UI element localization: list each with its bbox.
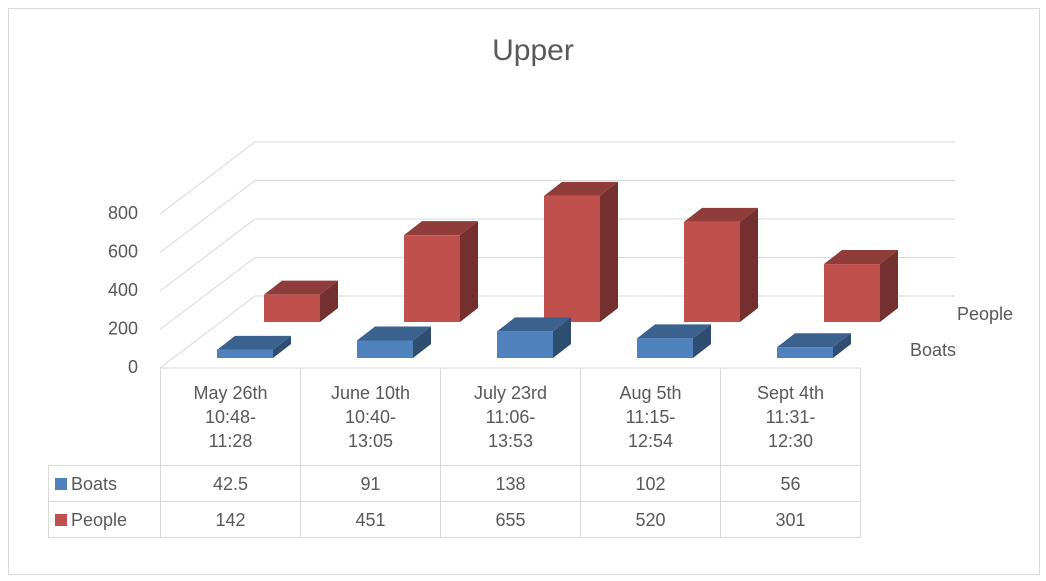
bar (544, 181, 618, 322)
table-row-label: Boats (48, 465, 161, 502)
x-tick-label: Sept 4th 11:31-12:30 (756, 383, 825, 451)
bar (824, 250, 898, 322)
bar-side (413, 326, 431, 358)
bar-top (404, 221, 478, 236)
bar-front (404, 235, 460, 322)
legend-key (55, 513, 67, 526)
bar-top (497, 317, 571, 332)
bar-top (824, 250, 898, 265)
bar (357, 326, 431, 358)
bar-front (217, 349, 273, 358)
table-cell: 102 (580, 465, 721, 502)
table-cell: 42.5 (160, 465, 301, 502)
x-tick-label: Aug 5th 11:15-12:54 (619, 383, 682, 451)
table-cell: 142 (160, 501, 301, 538)
y-tick-label: 800 (108, 203, 138, 223)
bar-front (544, 195, 600, 322)
x-tick-label: May 26th 10:48-11:28 (193, 383, 268, 451)
series-axis-label: Boats (910, 340, 956, 360)
y-tick-label: 400 (108, 280, 138, 300)
table-cell: 520 (580, 501, 721, 538)
bar-side (740, 207, 758, 322)
bar-side (320, 280, 338, 322)
chart-title: Upper (492, 34, 574, 67)
bar-front (264, 294, 320, 322)
bar-front (824, 264, 880, 322)
bar (777, 333, 851, 358)
bar-front (357, 340, 413, 358)
bar-front (684, 221, 740, 322)
bar-side (833, 333, 851, 358)
bar-top (264, 280, 338, 295)
bar (264, 280, 338, 322)
x-tick-label: June 10th 10:40-13:05 (330, 383, 411, 451)
bar-side (273, 335, 291, 358)
bar-front (637, 338, 693, 358)
grid-line (159, 141, 955, 215)
bar (497, 317, 571, 358)
table-cell: 56 (720, 465, 861, 502)
legend-key (55, 477, 67, 490)
bar-side (600, 181, 618, 322)
y-tick-label: 0 (128, 357, 138, 377)
bar (684, 207, 758, 322)
bar-top (684, 207, 758, 222)
x-tick-label: July 23rd 11:06-13:53 (473, 383, 548, 451)
table-row-label: People (48, 501, 161, 538)
table-header-cell: May 26th 10:48-11:28 (160, 368, 301, 466)
table-cell: 91 (300, 465, 441, 502)
bar-top (217, 335, 291, 350)
table-cell: 301 (720, 501, 861, 538)
bar-top (777, 333, 851, 348)
bar-side (553, 317, 571, 358)
bar-top (544, 181, 618, 196)
table-cell: 138 (440, 465, 581, 502)
table-header-cell: July 23rd 11:06-13:53 (440, 368, 581, 466)
bar (404, 221, 478, 322)
table-header-cell: Aug 5th 11:15-12:54 (580, 368, 721, 466)
bar-top (637, 324, 711, 339)
series-axis-label: People (957, 304, 1013, 324)
table-cell: 655 (440, 501, 581, 538)
bar-front (497, 331, 553, 358)
bar-front (777, 347, 833, 358)
bar-side (880, 250, 898, 322)
bar (217, 335, 291, 358)
table-header-cell: Sept 4th 11:31-12:30 (720, 368, 861, 466)
legend-label: People (71, 509, 128, 530)
bar-side (460, 221, 478, 322)
bar (637, 324, 711, 358)
y-tick-label: 600 (108, 241, 138, 261)
grid-line (159, 180, 955, 253)
bar-top (357, 326, 431, 341)
bar-side (693, 324, 711, 358)
table-cell: 451 (300, 501, 441, 538)
table-header-cell: June 10th 10:40-13:05 (300, 368, 441, 466)
legend-label: Boats (71, 473, 118, 494)
y-tick-label: 200 (108, 318, 138, 338)
